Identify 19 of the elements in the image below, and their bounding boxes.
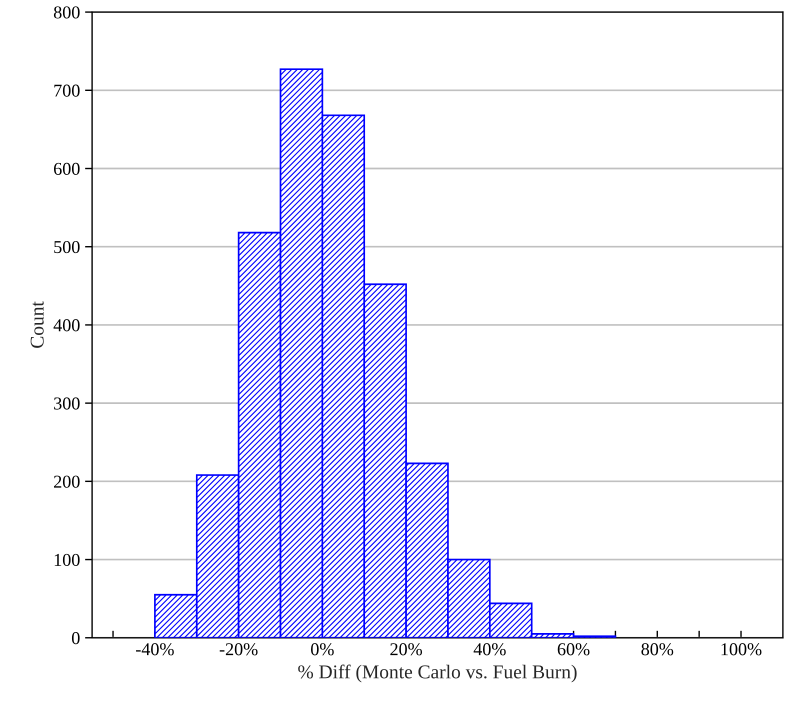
x-axis-title: % Diff (Monte Carlo vs. Fuel Burn) [298, 664, 577, 682]
x-tick-label: 60% [558, 643, 590, 656]
x-tick-label: 0% [311, 643, 334, 656]
y-tick-label: 200 [54, 476, 80, 488]
x-tick-label: -40% [136, 643, 174, 656]
x-tick-label: 20% [390, 643, 422, 656]
y-tick-label: 400 [54, 319, 80, 332]
y-tick-label: 600 [54, 162, 80, 175]
y-tick-label: 0 [72, 632, 80, 644]
x-tick-label: 40% [474, 643, 506, 656]
y-tick-label: 100 [54, 554, 80, 566]
x-tick-label: -20% [220, 643, 258, 656]
x-tick-label: 100% [722, 643, 762, 656]
y-axis-title: Count [30, 301, 44, 348]
x-tick-label: 80% [641, 643, 674, 656]
y-tick-label: 500 [54, 240, 80, 254]
y-tick-label: 300 [54, 397, 80, 410]
y-tick-label: 700 [54, 84, 80, 97]
y-tick-label: 800 [54, 6, 80, 19]
